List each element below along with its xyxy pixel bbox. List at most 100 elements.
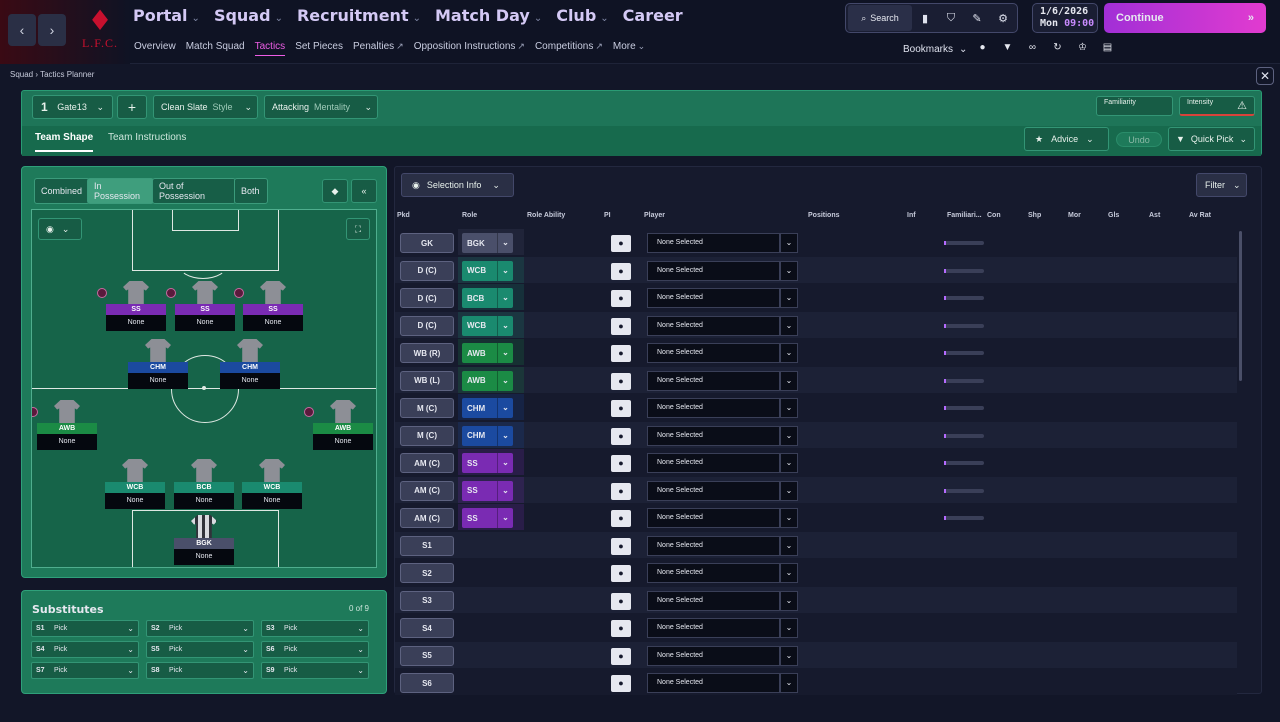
- person-icon[interactable]: ●: [611, 510, 631, 527]
- position-button[interactable]: GK: [400, 233, 454, 253]
- breadcrumb-squad[interactable]: Squad: [10, 70, 34, 79]
- player-select[interactable]: None Selected: [647, 343, 780, 363]
- player-select[interactable]: None Selected: [647, 315, 780, 336]
- subnav-set-pieces[interactable]: Set Pieces: [295, 41, 343, 56]
- subnav-overview[interactable]: Overview: [134, 41, 176, 56]
- sub-slot[interactable]: S2 Pick ⌄: [146, 620, 254, 637]
- subnav-opposition-instructions[interactable]: Opposition Instructions ↗: [414, 41, 525, 56]
- nav-squad[interactable]: Squad ⌄: [214, 6, 283, 25]
- position-button[interactable]: D (C): [400, 288, 454, 308]
- nav-portal[interactable]: Portal ⌄: [133, 6, 200, 25]
- forward-button[interactable]: ›: [38, 14, 66, 46]
- person-icon[interactable]: ●: [611, 290, 631, 307]
- pitch-player[interactable]: WCB None: [105, 459, 165, 520]
- sub-slot[interactable]: S6 Pick ⌄: [261, 641, 369, 658]
- person-icon[interactable]: ●: [611, 262, 631, 280]
- sub-slot[interactable]: S9 Pick ⌄: [261, 662, 369, 679]
- nav-career[interactable]: Career: [623, 6, 683, 25]
- sub-slot[interactable]: S7 Pick ⌄: [31, 662, 139, 679]
- chevron-down-icon[interactable]: ⌄: [780, 535, 798, 556]
- person-icon[interactable]: ●: [611, 620, 631, 637]
- position-button[interactable]: M (C): [400, 398, 454, 418]
- chevron-down-icon[interactable]: ⌄: [780, 590, 798, 611]
- close-button[interactable]: ✕: [1256, 67, 1274, 85]
- collapse-icon[interactable]: «: [351, 179, 377, 203]
- position-button[interactable]: AM (C): [400, 480, 454, 501]
- selection-info-button[interactable]: ◉ Selection Info ⌄: [401, 173, 514, 197]
- style-select[interactable]: Clean Slate Style ⌄: [153, 95, 258, 119]
- chevron-down-icon[interactable]: ⌄: [780, 453, 798, 473]
- clipboard-icon[interactable]: ▤: [1102, 42, 1113, 53]
- person-icon[interactable]: ●: [611, 345, 631, 362]
- shield-icon[interactable]: ⛉: [946, 11, 956, 24]
- subnav-penalties[interactable]: Penalties ↗: [353, 41, 404, 56]
- nav-recruitment[interactable]: Recruitment ⌄: [297, 6, 421, 25]
- role-select[interactable]: CHM ⌄: [462, 398, 513, 418]
- role-select[interactable]: WCB ⌄: [462, 260, 513, 281]
- person-icon[interactable]: ●: [611, 675, 631, 692]
- chevron-down-icon[interactable]: ⌄: [780, 425, 798, 446]
- tactic-selector[interactable]: 1 Gate13 ⌄: [32, 95, 113, 119]
- pitch-player[interactable]: CHM None: [220, 339, 280, 400]
- pitch-player[interactable]: CHM None: [128, 339, 188, 400]
- mode-both[interactable]: Both: [234, 178, 268, 204]
- pitch-player[interactable]: AWB None: [304, 400, 373, 461]
- chevron-down-icon[interactable]: ⌄: [780, 645, 798, 666]
- chat-icon[interactable]: ●: [979, 42, 986, 53]
- position-button[interactable]: D (C): [400, 260, 454, 281]
- player-select[interactable]: None Selected: [647, 508, 780, 528]
- player-select[interactable]: None Selected: [647, 535, 780, 556]
- player-select[interactable]: None Selected: [647, 288, 780, 308]
- trophy-icon[interactable]: ♔: [1078, 42, 1087, 53]
- person-icon[interactable]: ●: [611, 647, 631, 665]
- scrollbar[interactable]: [1239, 231, 1242, 381]
- player-select[interactable]: None Selected: [647, 425, 780, 446]
- subnav-more[interactable]: More ⌄: [613, 41, 645, 56]
- role-select[interactable]: BCB ⌄: [462, 288, 513, 308]
- role-select[interactable]: SS ⌄: [462, 453, 513, 473]
- chevron-down-icon[interactable]: ⌄: [780, 288, 798, 308]
- chevron-down-icon[interactable]: ⌄: [780, 315, 798, 336]
- mentality-select[interactable]: Attacking Mentality ⌄: [264, 95, 378, 119]
- person-icon[interactable]: ●: [611, 482, 631, 500]
- person-icon[interactable]: ●: [611, 400, 631, 417]
- role-select[interactable]: AWB ⌄: [462, 343, 513, 363]
- player-select[interactable]: None Selected: [647, 453, 780, 473]
- player-select[interactable]: None Selected: [647, 590, 780, 611]
- chevron-down-icon[interactable]: ⌄: [780, 260, 798, 281]
- shirt-icon[interactable]: ▼: [1002, 42, 1013, 53]
- position-button[interactable]: AM (C): [400, 453, 454, 473]
- sub-slot[interactable]: S5 Pick ⌄: [146, 641, 254, 658]
- pitch-player[interactable]: BGK None: [174, 515, 234, 567]
- person-icon[interactable]: ●: [611, 537, 631, 555]
- bookmark-icon[interactable]: ▮: [921, 12, 929, 25]
- position-button[interactable]: D (C): [400, 315, 454, 336]
- position-button[interactable]: M (C): [400, 425, 454, 446]
- sub-slot[interactable]: S4 Pick ⌄: [31, 641, 139, 658]
- person-icon[interactable]: ●: [611, 372, 631, 390]
- player-select[interactable]: None Selected: [647, 260, 780, 281]
- player-select[interactable]: None Selected: [647, 398, 780, 418]
- tab-team-instructions[interactable]: Team Instructions: [108, 132, 187, 143]
- tab-team-shape[interactable]: Team Shape: [35, 132, 94, 152]
- game-date[interactable]: 1/6/2026 Mon 09:00: [1032, 3, 1098, 33]
- position-button[interactable]: WB (L): [400, 370, 454, 391]
- binoculars-icon[interactable]: ∞: [1028, 42, 1037, 53]
- player-select[interactable]: None Selected: [647, 563, 780, 583]
- pitch-player[interactable]: BCB None: [174, 459, 234, 520]
- view-toggle[interactable]: ◉ ⌄: [38, 218, 82, 240]
- player-select[interactable]: None Selected: [647, 370, 780, 391]
- chevron-down-icon[interactable]: ⌄: [780, 370, 798, 391]
- gear-icon[interactable]: ⚙: [998, 12, 1008, 25]
- subnav-match-squad[interactable]: Match Squad: [186, 41, 245, 56]
- person-icon[interactable]: ●: [611, 565, 631, 582]
- fullscreen-icon[interactable]: ⛶: [346, 218, 370, 240]
- chevron-down-icon[interactable]: ⌄: [780, 480, 798, 501]
- player-select[interactable]: None Selected: [647, 233, 780, 253]
- position-button[interactable]: AM (C): [400, 508, 454, 528]
- person-icon[interactable]: ●: [611, 235, 631, 252]
- back-button[interactable]: ‹: [8, 14, 36, 46]
- pitch-player[interactable]: SS None: [234, 281, 303, 342]
- familiarity-meter[interactable]: Familiarity: [1096, 96, 1173, 116]
- sub-slot[interactable]: S8 Pick ⌄: [146, 662, 254, 679]
